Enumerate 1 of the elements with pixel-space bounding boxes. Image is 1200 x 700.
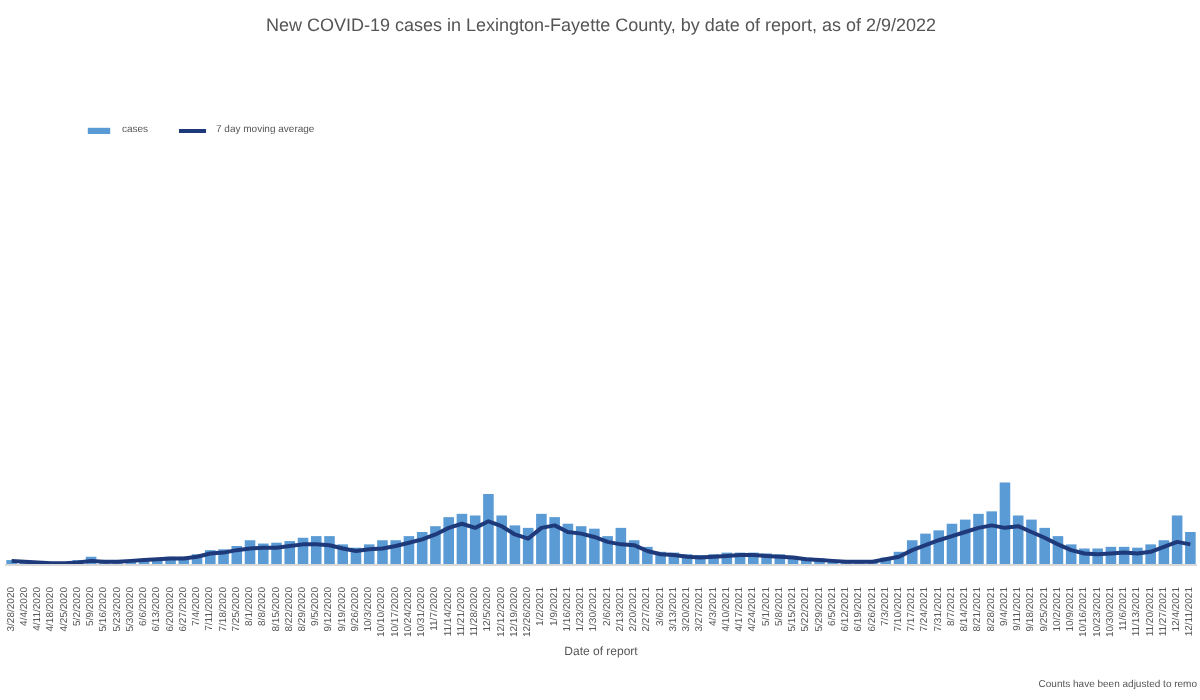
chart-title: New COVID-19 cases in Lexington-Fayette County, by date of report, as of 2/9/2022	[265, 15, 937, 35]
